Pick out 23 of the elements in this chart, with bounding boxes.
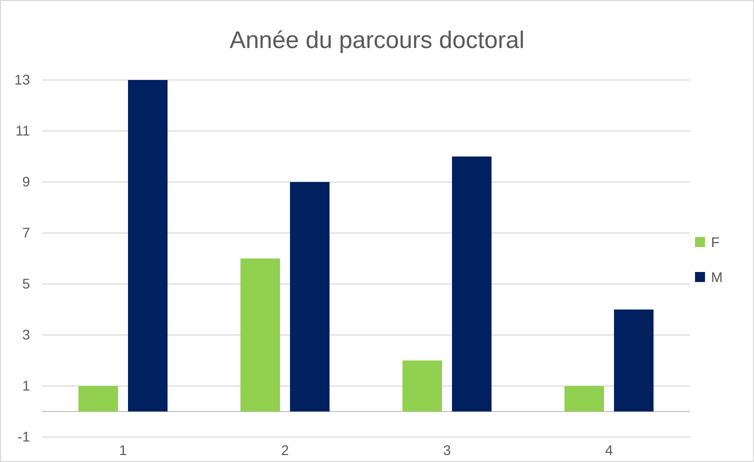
bar bbox=[128, 80, 168, 412]
y-tick-label: 7 bbox=[22, 224, 30, 240]
legend-label: F bbox=[711, 234, 720, 250]
bar bbox=[564, 386, 604, 412]
y-tick-label: -1 bbox=[18, 428, 30, 444]
bar bbox=[402, 360, 442, 412]
y-tick-label: 1 bbox=[22, 377, 30, 394]
bar bbox=[78, 386, 118, 412]
y-tick-label: 9 bbox=[22, 173, 30, 190]
y-tick-label: 5 bbox=[22, 275, 30, 292]
x-tick-label: 3 bbox=[443, 442, 452, 458]
bar bbox=[614, 310, 654, 412]
x-tick-label: 1 bbox=[119, 442, 128, 458]
y-tick-label: 13 bbox=[14, 71, 30, 88]
bar bbox=[290, 182, 330, 412]
y-tick-label: 3 bbox=[22, 326, 30, 342]
legend-label: M bbox=[711, 269, 723, 285]
bar bbox=[240, 258, 280, 412]
bar bbox=[452, 156, 492, 412]
y-tick-label: 11 bbox=[15, 122, 30, 138]
x-tick-label: 2 bbox=[281, 442, 290, 458]
x-tick-label: 4 bbox=[605, 442, 614, 458]
chart-title: Année du parcours doctoral bbox=[230, 27, 524, 54]
